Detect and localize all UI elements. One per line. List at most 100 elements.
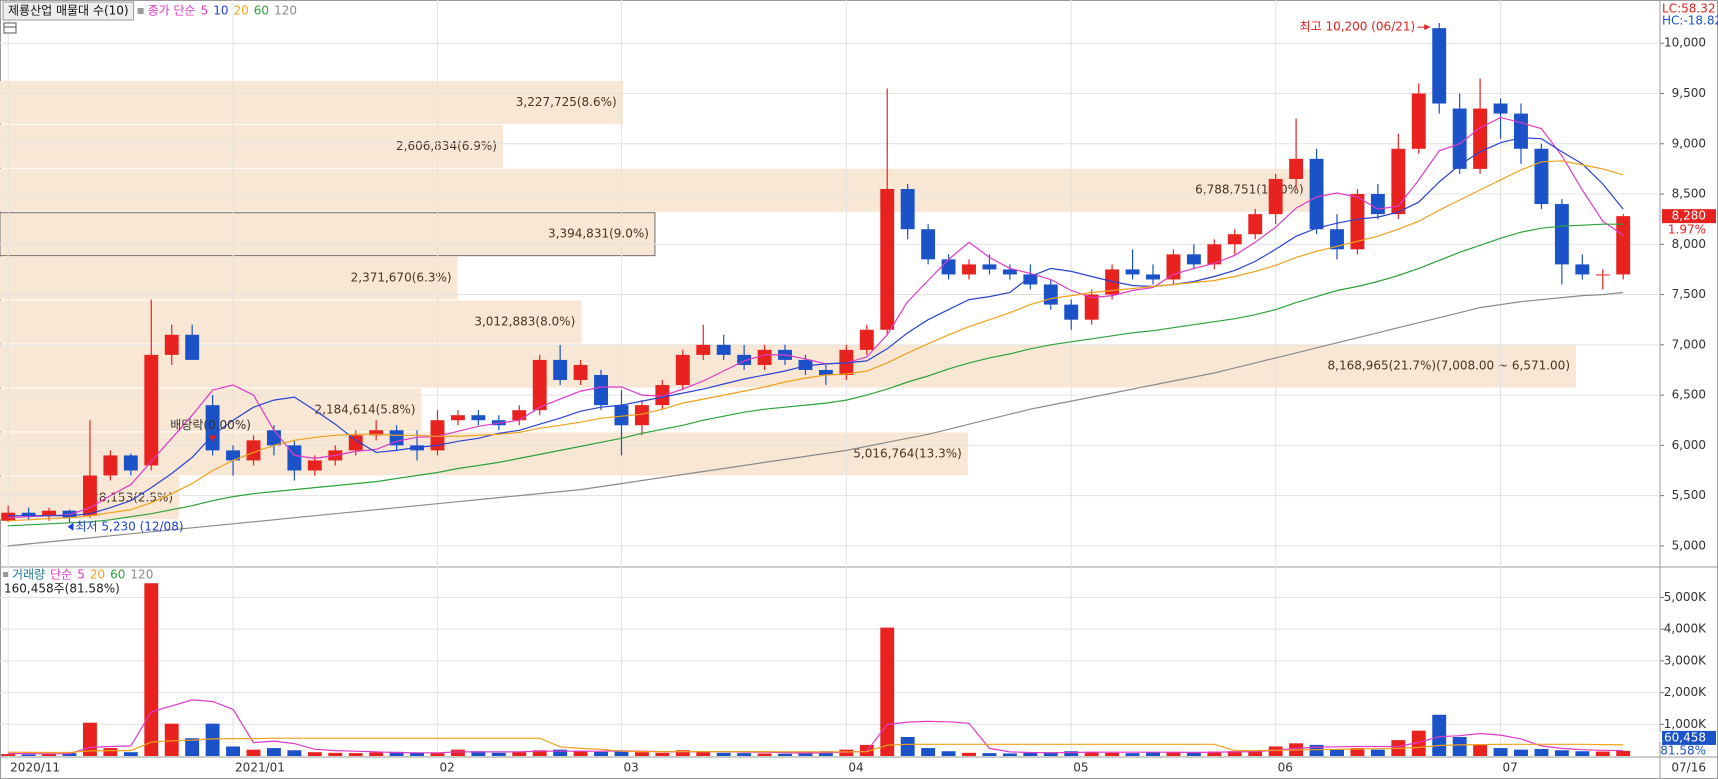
- volume-bar: [839, 749, 854, 756]
- y-tick-label: 9,500: [1672, 86, 1706, 100]
- candle-body: [1084, 294, 1099, 320]
- volume-bar: [1432, 714, 1447, 756]
- volume-bar: [594, 751, 608, 756]
- profile-band: [0, 168, 1310, 212]
- profile-label: 3,012,883(8.0%): [474, 315, 575, 329]
- volume-bar: [1207, 751, 1222, 756]
- candle-body: [880, 188, 895, 330]
- x-tick-label: 06: [1278, 761, 1293, 775]
- volume-bar: [1, 754, 16, 756]
- volume-bar: [103, 748, 118, 756]
- candle-body: [144, 354, 159, 466]
- candle-body: [1268, 178, 1283, 215]
- indicator: LC:58.32: [1662, 2, 1715, 16]
- volume-bar: [1534, 749, 1549, 756]
- candle-body: [655, 385, 670, 406]
- candle-body: [716, 344, 731, 355]
- candle-body: [614, 405, 629, 426]
- y-tick-label: 5,500: [1672, 488, 1706, 502]
- low-annotation: 최저 5,230 (12/08): [76, 519, 184, 533]
- volume-tag: [1662, 730, 1716, 745]
- candle-body: [226, 450, 241, 461]
- volume-ratio: 81.58%: [1660, 743, 1706, 757]
- candle-body: [1493, 103, 1508, 114]
- volume-bar: [1370, 749, 1385, 756]
- volume-bar: [512, 752, 527, 756]
- x-tick-label: 03: [623, 761, 638, 775]
- legend-entry: 10: [213, 4, 228, 18]
- profile-label: 8,168,965(21.7%)(7,008.00 ~ 6,571.00): [1328, 358, 1570, 372]
- y-tick-label: 2,000K: [1664, 685, 1707, 699]
- candle-body: [471, 415, 486, 421]
- volume-bar: [1125, 753, 1140, 756]
- profile-band: [0, 124, 503, 168]
- legend-entry: 5: [201, 4, 209, 18]
- volume-bar: [471, 751, 486, 756]
- legend-entry: 60: [110, 568, 125, 582]
- candle-body: [859, 329, 874, 350]
- profile-band: [0, 432, 968, 476]
- legend-entry: 120: [130, 568, 153, 582]
- high-annotation: 최고 10,200 (06/21): [1300, 20, 1416, 34]
- volume-bar: [1514, 749, 1528, 756]
- volume-bar: [1064, 751, 1079, 756]
- candle-body: [1391, 148, 1406, 215]
- candle-body: [1473, 108, 1488, 169]
- profile-band: [0, 212, 656, 257]
- volume-bar: [307, 752, 322, 756]
- legend-entry: 120: [274, 4, 297, 18]
- candle-body: [962, 264, 976, 275]
- candle-body: [818, 369, 833, 375]
- moving-average-line: [8, 699, 1624, 755]
- candle-body: [1452, 108, 1467, 169]
- candle-body: [450, 415, 465, 421]
- x-tick-label: 07: [1503, 761, 1518, 775]
- change-label: 1.97%: [1668, 223, 1706, 237]
- volume-bar: [757, 753, 772, 756]
- volume-bar: [655, 752, 670, 756]
- candle-body: [307, 460, 322, 471]
- legend-icon: [3, 572, 8, 577]
- volume-bar: [1595, 751, 1610, 756]
- volume-bar: [1002, 753, 1017, 756]
- x-tick-label: 04: [848, 761, 863, 775]
- candle-body: [696, 344, 711, 355]
- volume-bar: [1248, 750, 1263, 756]
- candle-body: [1166, 254, 1181, 280]
- candle-body: [369, 430, 384, 436]
- candle-body: [594, 374, 608, 406]
- y-tick-label: 8,500: [1672, 187, 1706, 201]
- y-tick-label: 6,500: [1672, 388, 1706, 402]
- volume-bar: [410, 752, 424, 756]
- dividend-annotation: 배당락(0.00%): [170, 418, 251, 432]
- volume-bar: [962, 752, 976, 756]
- volume-bar: [226, 746, 241, 756]
- volume-bar: [369, 752, 384, 756]
- volume-bar: [185, 738, 200, 756]
- candle-body: [185, 334, 200, 360]
- y-tick-label: 4,000K: [1664, 622, 1707, 636]
- volume-bar: [880, 627, 895, 756]
- volume-bar: [1105, 752, 1120, 756]
- candle-body: [1043, 284, 1058, 305]
- moving-average-line: [8, 116, 1624, 519]
- volume-bar: [205, 723, 220, 756]
- candle-body: [1002, 269, 1017, 275]
- candle-body: [553, 359, 568, 381]
- last-date: 07/16: [1671, 761, 1706, 775]
- volume-bar: [1227, 751, 1242, 756]
- volume-bar: [778, 753, 792, 756]
- candle-body: [982, 264, 997, 270]
- volume-bar: [1023, 752, 1038, 756]
- candle-body: [389, 430, 404, 446]
- candle-body: [1575, 264, 1590, 275]
- candle-body: [1370, 194, 1385, 215]
- volume-profile: 3,227,725(8.6%) 2,606,834(6.9%) 6,788,751(…: [0, 80, 1576, 520]
- candle-body: [1514, 113, 1528, 149]
- volume-bar: [1166, 752, 1181, 756]
- candle-body: [1411, 93, 1426, 149]
- candle-body: [941, 259, 956, 275]
- volume-bar: [675, 750, 690, 756]
